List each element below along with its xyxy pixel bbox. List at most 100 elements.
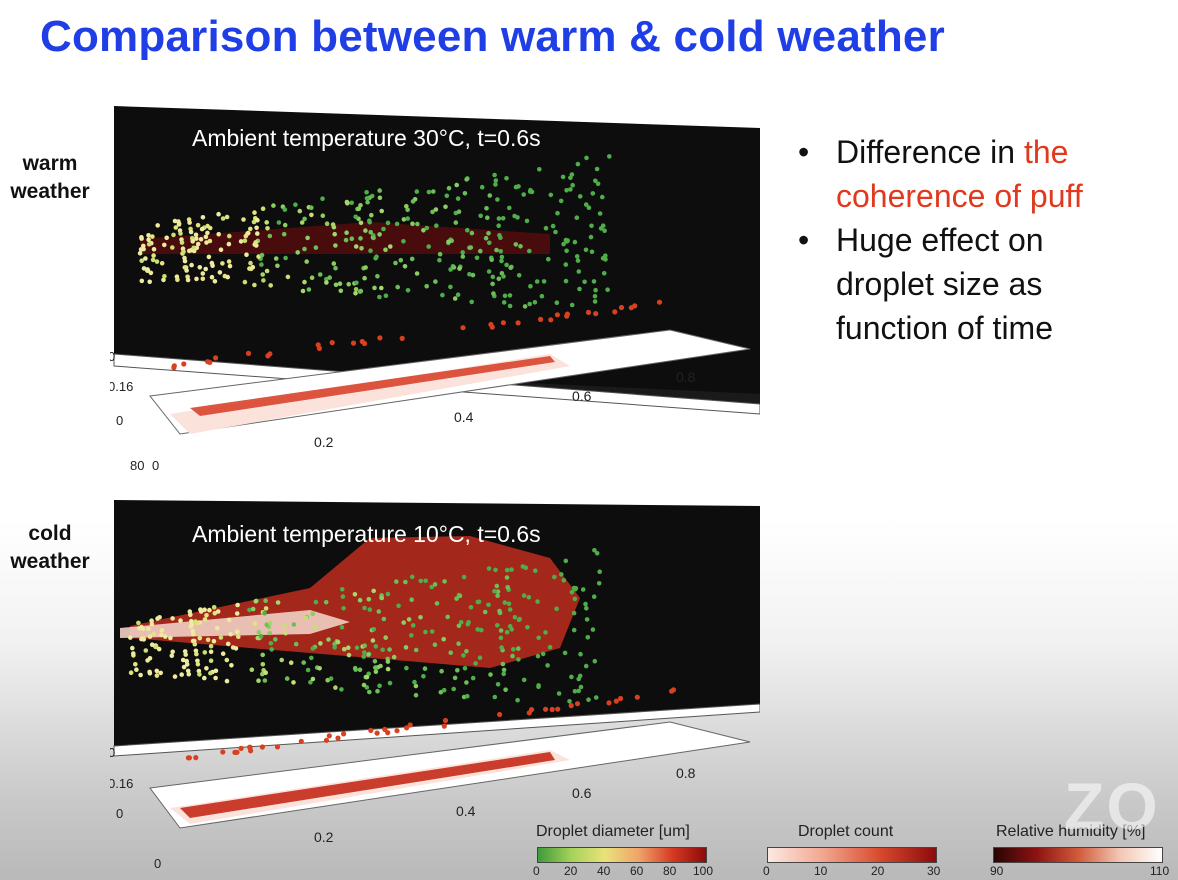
droplet-point xyxy=(262,610,267,616)
bullet-1-highlight: the xyxy=(1023,134,1069,170)
droplet-point xyxy=(413,647,419,653)
droplet-point xyxy=(464,177,469,182)
droplet-point xyxy=(302,246,307,252)
floor-droplet-point xyxy=(574,701,581,707)
floor-droplet-point xyxy=(669,688,675,694)
droplet-point xyxy=(575,258,581,263)
floor-droplet-point xyxy=(549,706,555,713)
droplet-point xyxy=(539,293,545,299)
droplet-point xyxy=(379,208,385,214)
droplet-point xyxy=(250,264,256,270)
droplet-point xyxy=(194,651,199,657)
droplet-point xyxy=(134,667,139,672)
droplet-point xyxy=(527,301,532,307)
droplet-point xyxy=(198,607,203,612)
droplet-point xyxy=(309,212,314,218)
warm-label-line2: weather xyxy=(10,180,90,203)
droplet-point xyxy=(499,258,504,264)
cold-x04-label: 0.4 xyxy=(456,803,476,819)
droplet-point xyxy=(187,220,192,225)
droplet-point xyxy=(226,617,232,623)
droplet-point xyxy=(273,256,279,261)
droplet-point xyxy=(535,599,540,604)
droplet-point xyxy=(497,610,503,616)
floor-droplet-point xyxy=(515,320,521,326)
droplet-point xyxy=(220,216,226,221)
droplet-point xyxy=(224,678,230,684)
legend-relative-humidity: Relative humidity [%] xyxy=(996,823,1166,841)
droplet-point xyxy=(259,252,265,258)
droplet-point xyxy=(143,648,149,653)
droplet-point xyxy=(259,262,264,267)
droplet-point xyxy=(521,593,527,598)
droplet-point xyxy=(445,614,451,620)
cold-label-line2: weather xyxy=(10,550,90,573)
droplet-point xyxy=(204,666,209,671)
droplet-point xyxy=(473,661,478,666)
droplet-point xyxy=(320,196,325,201)
droplet-point xyxy=(195,658,200,664)
droplet-point xyxy=(139,278,145,284)
droplet-point xyxy=(161,277,166,283)
droplet-point xyxy=(592,294,598,299)
droplet-point xyxy=(381,226,386,232)
droplet-point xyxy=(310,646,316,651)
droplet-point xyxy=(588,234,594,240)
droplet-point xyxy=(128,670,134,675)
droplet-point xyxy=(385,220,391,226)
droplet-point xyxy=(568,175,573,181)
droplet-point xyxy=(518,244,523,249)
droplet-point xyxy=(528,284,533,289)
droplet-point xyxy=(353,214,358,220)
droplet-point xyxy=(414,271,420,276)
warm-x08-label: 0.8 xyxy=(676,369,696,385)
droplet-point xyxy=(404,665,409,671)
droplet-point xyxy=(376,609,382,614)
droplet-point xyxy=(574,215,580,220)
droplet-point xyxy=(496,216,502,221)
droplet-point xyxy=(353,291,358,296)
droplet-point xyxy=(507,205,512,211)
droplet-point xyxy=(224,214,230,220)
droplet-point xyxy=(545,663,550,668)
droplet-point xyxy=(372,285,377,291)
droplet-point xyxy=(495,593,500,598)
droplet-point xyxy=(227,263,233,269)
droplet-point xyxy=(264,268,270,274)
droplet-point xyxy=(216,211,221,217)
droplet-point xyxy=(591,594,597,599)
droplet-point xyxy=(441,687,447,693)
floor-droplet-point xyxy=(245,350,252,356)
warm-weather-label: warm weather xyxy=(2,150,98,206)
droplet-point xyxy=(501,667,507,673)
droplet-point xyxy=(154,259,160,264)
droplet-point xyxy=(387,647,392,652)
droplet-point xyxy=(146,237,151,242)
droplet-point xyxy=(405,288,411,293)
droplet-point xyxy=(130,645,135,651)
cold-x0-label: 0 xyxy=(154,856,161,868)
droplet-point xyxy=(208,658,214,663)
droplet-point xyxy=(486,269,492,274)
droplet-point xyxy=(375,274,380,279)
droplet-point xyxy=(564,239,570,244)
droplet-point xyxy=(139,236,144,241)
cold-x06-label: 0.6 xyxy=(572,785,592,801)
floor-droplet-point xyxy=(634,694,640,700)
droplet-point xyxy=(358,236,363,241)
droplet-point xyxy=(283,630,288,636)
droplet-point xyxy=(317,272,323,277)
droplet-point xyxy=(501,274,506,279)
droplet-point xyxy=(372,659,378,664)
droplet-point xyxy=(536,684,541,690)
droplet-point xyxy=(202,675,207,681)
droplet-point xyxy=(188,612,193,618)
droplet-point xyxy=(155,616,160,621)
droplet-point xyxy=(226,259,232,264)
droplet-point xyxy=(357,289,363,294)
droplet-point xyxy=(567,699,572,704)
legend-droplet-count: Droplet count xyxy=(798,823,938,841)
droplet-point xyxy=(548,192,554,198)
droplet-point xyxy=(202,650,208,655)
droplet-point xyxy=(333,282,339,288)
